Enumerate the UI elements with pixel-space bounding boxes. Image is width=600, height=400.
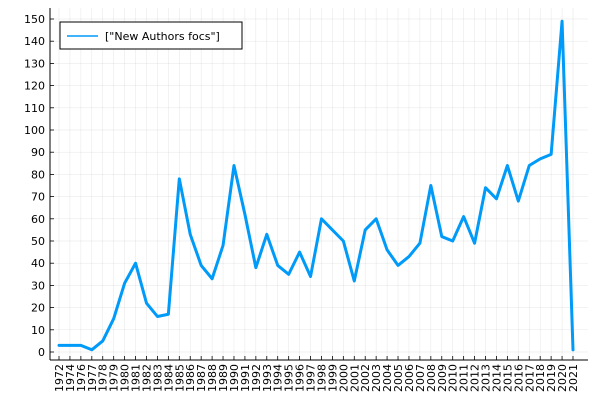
series-line [57, 19, 575, 352]
x-tick-label: 2009 [436, 364, 449, 392]
y-tick-label: 90 [31, 146, 45, 159]
x-tick-label: 2003 [370, 364, 383, 392]
x-tick-label: 2000 [337, 364, 350, 392]
y-tick-label: 100 [24, 124, 45, 137]
x-tick-label: 1982 [140, 364, 153, 392]
y-tick-label: 60 [31, 213, 45, 226]
grid [50, 8, 588, 360]
x-tick-label: 1984 [162, 364, 175, 392]
legend-label: ["New Authors focs"] [105, 30, 220, 43]
x-tick-label: 2016 [512, 364, 525, 392]
x-tick-label: 2014 [490, 364, 503, 392]
x-tick-label: 2010 [447, 364, 460, 392]
x-tick-label: 1974 [64, 364, 77, 392]
y-tick-label: 0 [38, 346, 45, 359]
x-tick-label: 1990 [228, 364, 241, 392]
x-tick-label: 1991 [239, 364, 252, 392]
x-tick-label: 2013 [480, 364, 493, 392]
x-tick-label: 1997 [305, 364, 318, 392]
y-tick-label: 20 [31, 302, 45, 315]
y-tick-label: 130 [24, 57, 45, 70]
y-tick-label: 150 [24, 13, 45, 26]
x-tick-label: 2007 [414, 364, 427, 392]
x-tick-label: 1985 [173, 364, 186, 392]
y-tick-label: 40 [31, 257, 45, 270]
x-tick-label: 1983 [151, 364, 164, 392]
x-tick-label: 1972 [53, 364, 66, 392]
x-tick-label: 1978 [97, 364, 110, 392]
y-tick-labels: 0 10 20 30 40 50 60 70 80 90 100 110 120 130 140 150 [24, 13, 45, 359]
x-tick-label: 2012 [469, 364, 482, 392]
y-tick-label: 50 [31, 235, 45, 248]
series [57, 19, 575, 352]
y-tick-label: 30 [31, 279, 45, 292]
y-tick-label: 10 [31, 324, 45, 337]
x-tick-label: 1980 [119, 364, 132, 392]
x-tick-label: 2002 [359, 364, 372, 392]
x-tick-label: 1998 [315, 364, 328, 392]
axes [49, 8, 588, 361]
y-tick-label: 140 [24, 35, 45, 48]
x-tick-label: 2019 [545, 364, 558, 392]
x-tick-label: 2017 [523, 364, 536, 392]
x-tick-label: 2001 [348, 364, 361, 392]
x-tick-label: 2015 [501, 364, 514, 392]
x-tick-label: 1993 [261, 364, 274, 392]
x-tick-label: 2004 [381, 364, 394, 392]
x-tick-label: 1976 [75, 364, 88, 392]
x-tick-label: 1994 [272, 364, 285, 392]
x-tick-label: 2005 [392, 364, 405, 392]
x-tick-label: 1987 [195, 364, 208, 392]
x-tick-label: 1989 [217, 364, 230, 392]
y-tick-label: 80 [31, 168, 45, 181]
x-tick-label: 1981 [130, 364, 143, 392]
x-tick-label: 1977 [86, 364, 99, 392]
x-tick-label: 1995 [283, 364, 296, 392]
x-tick-label: 2018 [534, 364, 547, 392]
x-tick-label: 2006 [403, 364, 416, 392]
x-tick-labels: 1972197419761977197819791980198119821983… [53, 364, 580, 392]
x-tick-label: 1986 [184, 364, 197, 392]
y-tick-label: 110 [24, 102, 45, 115]
legend: ["New Authors focs"] [59, 21, 243, 50]
x-tick-label: 2011 [458, 364, 471, 392]
x-tick-label: 1996 [294, 364, 307, 392]
x-tick-label: 2008 [425, 364, 438, 392]
x-tick-label: 1992 [250, 364, 263, 392]
y-tick-label: 70 [31, 191, 45, 204]
x-tick-label: 2021 [567, 364, 580, 392]
x-tick-label: 1979 [108, 364, 121, 392]
x-tick-label: 1988 [206, 364, 219, 392]
x-tick-label: 1999 [326, 364, 339, 392]
x-tick-label: 2020 [556, 364, 569, 392]
y-tick-label: 120 [24, 80, 45, 93]
